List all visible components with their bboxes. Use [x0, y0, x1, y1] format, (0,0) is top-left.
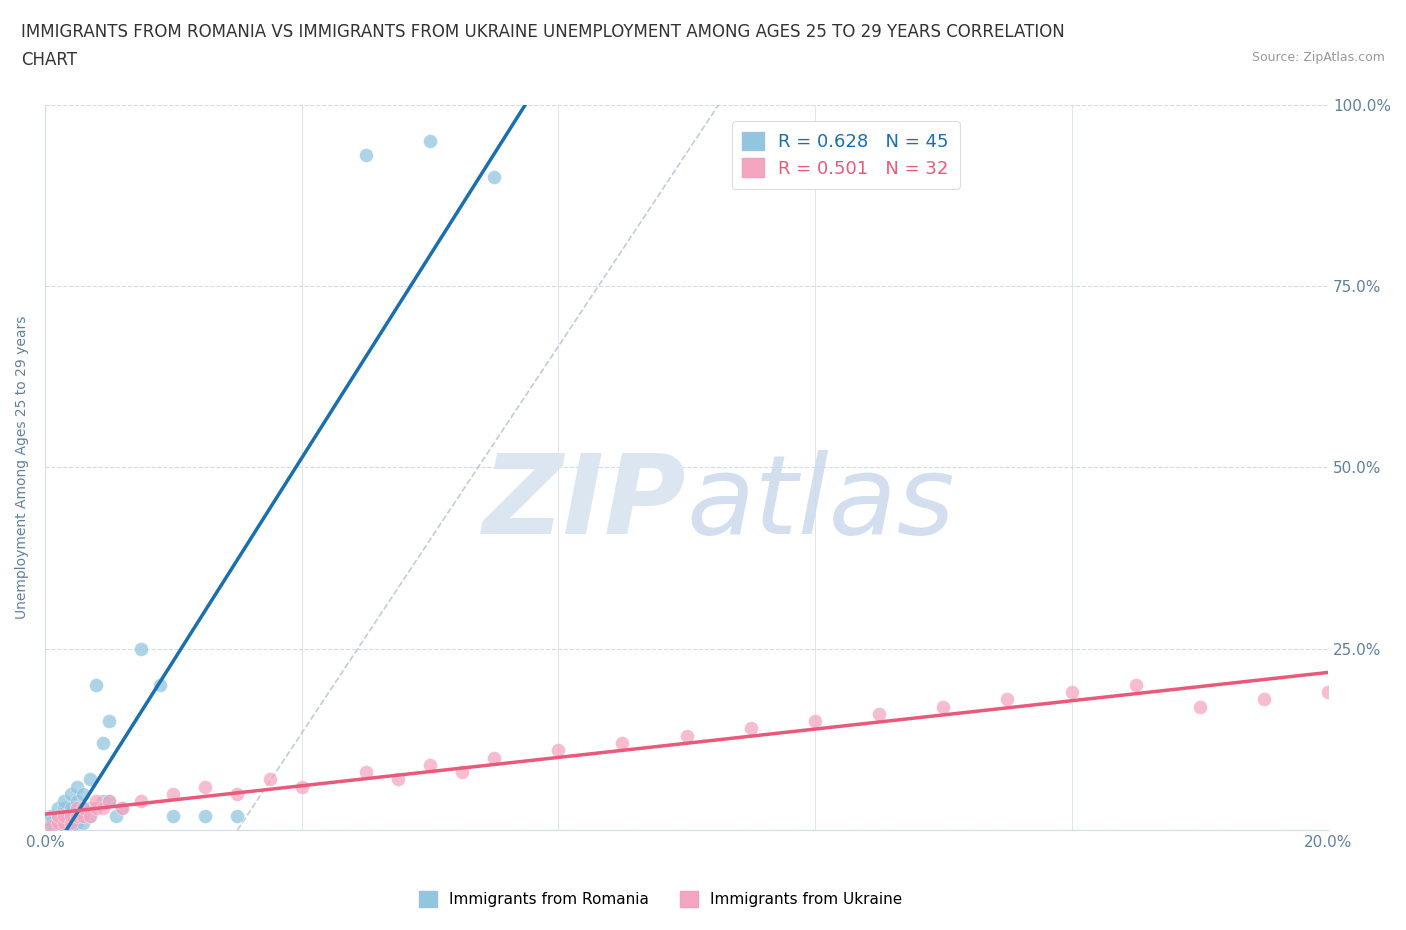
Point	[72, 808, 94, 823]
Point	[59, 819, 82, 834]
Point	[868, 707, 890, 722]
Point	[91, 801, 114, 816]
Point	[1188, 699, 1211, 714]
Point	[59, 816, 82, 830]
Point	[194, 808, 217, 823]
Point	[84, 801, 107, 816]
Point	[740, 721, 762, 736]
Point	[129, 793, 152, 808]
Point	[291, 779, 314, 794]
Point	[59, 801, 82, 816]
Point	[1253, 692, 1275, 707]
Point	[354, 148, 377, 163]
Point	[53, 819, 76, 834]
Point	[482, 751, 505, 765]
Point	[46, 801, 69, 816]
Point	[46, 819, 69, 834]
Point	[41, 819, 63, 834]
Point	[79, 772, 101, 787]
Legend: Immigrants from Romania, Immigrants from Ukraine: Immigrants from Romania, Immigrants from…	[413, 884, 908, 913]
Point	[547, 743, 569, 758]
Point	[162, 787, 184, 802]
Point	[91, 793, 114, 808]
Text: atlas: atlas	[686, 450, 955, 557]
Point	[66, 801, 89, 816]
Point	[79, 808, 101, 823]
Point	[84, 793, 107, 808]
Point	[111, 801, 134, 816]
Point	[162, 808, 184, 823]
Point	[451, 764, 474, 779]
Point	[482, 170, 505, 185]
Point	[59, 808, 82, 823]
Point	[66, 816, 89, 830]
Point	[259, 772, 281, 787]
Point	[111, 801, 134, 816]
Point	[104, 808, 127, 823]
Point	[84, 678, 107, 693]
Point	[675, 728, 697, 743]
Point	[53, 793, 76, 808]
Point	[98, 793, 121, 808]
Point	[149, 678, 172, 693]
Point	[66, 808, 89, 823]
Point	[72, 801, 94, 816]
Text: CHART: CHART	[21, 51, 77, 69]
Point	[41, 819, 63, 834]
Point	[72, 787, 94, 802]
Point	[72, 816, 94, 830]
Point	[53, 816, 76, 830]
Point	[1125, 678, 1147, 693]
Point	[46, 816, 69, 830]
Point	[419, 134, 441, 149]
Point	[1317, 684, 1340, 699]
Point	[59, 787, 82, 802]
Point	[226, 787, 249, 802]
Point	[72, 808, 94, 823]
Point	[46, 808, 69, 823]
Point	[53, 808, 76, 823]
Point	[66, 801, 89, 816]
Point	[226, 808, 249, 823]
Point	[98, 714, 121, 729]
Point	[66, 779, 89, 794]
Point	[79, 801, 101, 816]
Point	[387, 772, 409, 787]
Point	[79, 808, 101, 823]
Point	[53, 816, 76, 830]
Point	[53, 808, 76, 823]
Point	[41, 816, 63, 830]
Point	[612, 736, 634, 751]
Point	[98, 793, 121, 808]
Legend: R = 0.628   N = 45, R = 0.501   N = 32: R = 0.628 N = 45, R = 0.501 N = 32	[731, 121, 960, 189]
Point	[995, 692, 1018, 707]
Point	[66, 793, 89, 808]
Text: IMMIGRANTS FROM ROMANIA VS IMMIGRANTS FROM UKRAINE UNEMPLOYMENT AMONG AGES 25 TO: IMMIGRANTS FROM ROMANIA VS IMMIGRANTS FR…	[21, 23, 1064, 41]
Point	[129, 642, 152, 657]
Point	[804, 714, 827, 729]
Point	[84, 801, 107, 816]
Point	[194, 779, 217, 794]
Point	[59, 808, 82, 823]
Y-axis label: Unemployment Among Ages 25 to 29 years: Unemployment Among Ages 25 to 29 years	[15, 315, 30, 619]
Point	[354, 764, 377, 779]
Point	[419, 757, 441, 772]
Point	[72, 801, 94, 816]
Point	[66, 808, 89, 823]
Point	[46, 808, 69, 823]
Point	[1060, 684, 1083, 699]
Point	[932, 699, 955, 714]
Point	[53, 801, 76, 816]
Point	[41, 808, 63, 823]
Point	[91, 736, 114, 751]
Text: ZIP: ZIP	[484, 450, 686, 557]
Text: Source: ZipAtlas.com: Source: ZipAtlas.com	[1251, 51, 1385, 64]
Point	[59, 816, 82, 830]
Point	[46, 816, 69, 830]
